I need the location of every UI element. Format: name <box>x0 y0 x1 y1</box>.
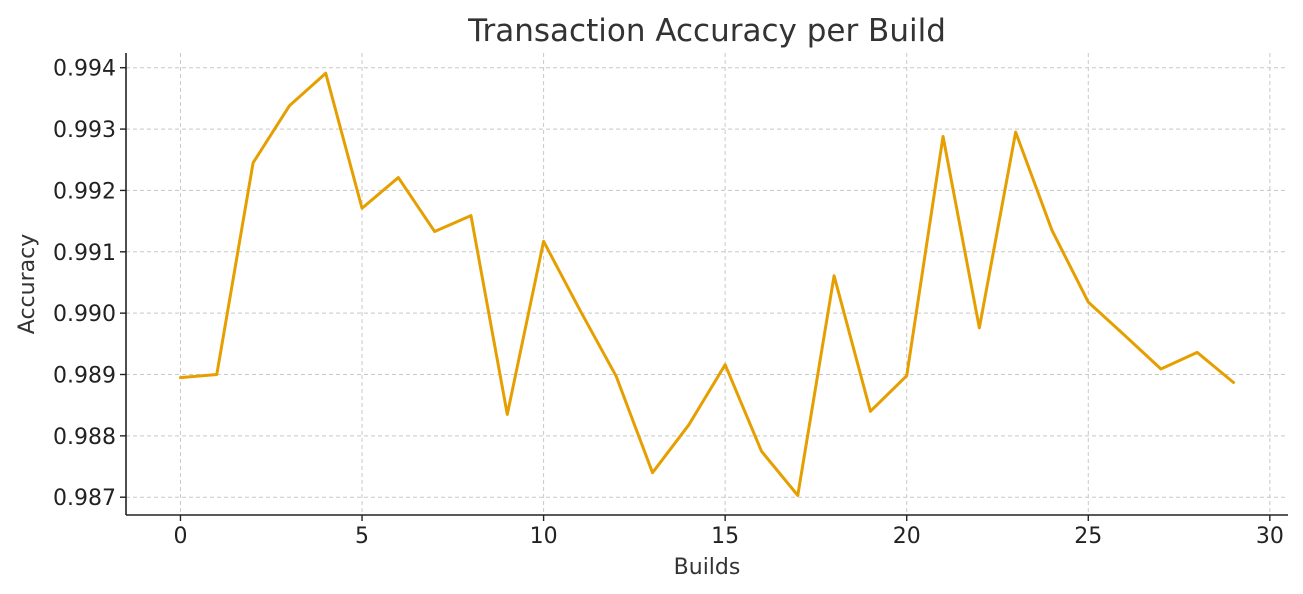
y-tick-label: 0.987 <box>53 486 116 511</box>
x-tick-label: 5 <box>355 524 369 549</box>
grid-layer <box>126 53 1288 515</box>
chart-title: Transaction Accuracy per Build <box>467 13 946 49</box>
y-tick-label: 0.993 <box>53 118 116 143</box>
y-tick-label: 0.988 <box>53 425 116 450</box>
x-tick-label: 25 <box>1074 524 1102 549</box>
x-tick-label: 30 <box>1256 524 1284 549</box>
y-tick-label: 0.989 <box>53 363 116 388</box>
series-layer <box>178 71 1236 497</box>
x-tick-label: 20 <box>893 524 921 549</box>
y-tick-label: 0.994 <box>53 57 116 82</box>
series-line <box>178 71 1236 497</box>
x-axis-label: Builds <box>674 555 741 580</box>
axes-layer <box>125 53 1288 516</box>
ticks-layer: 0 5 10 15 20 25 30 0.987 0.988 0.989 0.990 0.991 0.9… <box>53 57 1284 549</box>
x-tick-label: 0 <box>173 524 187 549</box>
x-tick-label: 15 <box>711 524 739 549</box>
x-tick-label: 10 <box>530 524 558 549</box>
y-tick-label: 0.991 <box>53 241 116 266</box>
y-tick-label: 0.990 <box>53 302 116 327</box>
y-axis-label: Accuracy <box>15 234 40 334</box>
y-tick-label: 0.992 <box>53 179 116 204</box>
